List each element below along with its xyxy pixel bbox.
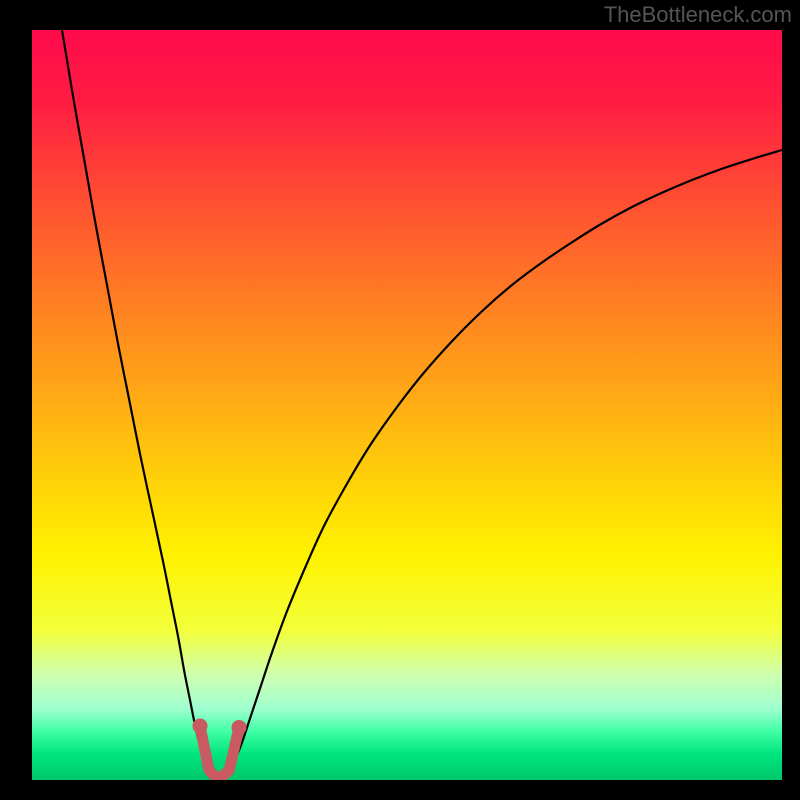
- valley-endpoint-marker: [193, 718, 208, 733]
- chart-frame: TheBottleneck.com: [0, 0, 800, 800]
- curve-layer: [32, 30, 782, 780]
- valley-marker: [200, 726, 239, 777]
- curve-left: [62, 30, 220, 780]
- valley-endpoint-marker: [232, 720, 247, 735]
- plot-area: [32, 30, 782, 776]
- curve-right: [220, 150, 783, 780]
- valley-endpoints: [193, 718, 247, 735]
- watermark-text: TheBottleneck.com: [604, 2, 792, 28]
